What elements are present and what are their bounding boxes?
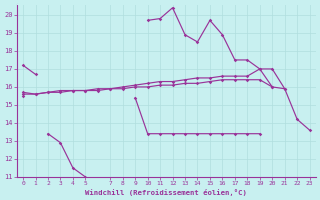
X-axis label: Windchill (Refroidissement éolien,°C): Windchill (Refroidissement éolien,°C)	[85, 189, 247, 196]
